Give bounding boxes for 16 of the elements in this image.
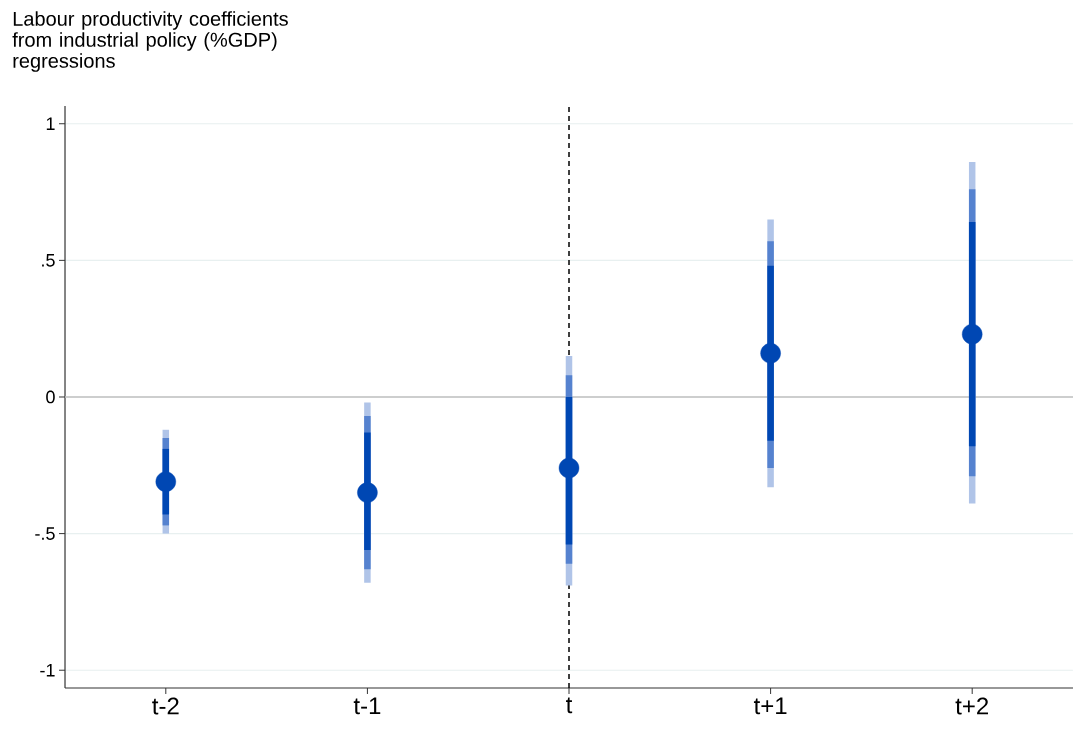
- point: [760, 343, 781, 364]
- point: [558, 457, 580, 479]
- x-tick-label: t-1: [353, 697, 381, 715]
- chart-title: Labour productivity coefficients from industrial policy (%GDP) regressions: [12, 11, 288, 72]
- y-tick-label: 0: [46, 390, 55, 404]
- y-tick-label: .5: [42, 254, 55, 267]
- x-tick-label: t: [566, 697, 573, 714]
- point: [155, 471, 177, 492]
- point: [357, 482, 378, 503]
- x-tick-label: t+2: [955, 697, 989, 715]
- y-tick-label: 1: [46, 117, 55, 130]
- x-tick-label: t-2: [152, 697, 179, 715]
- y-tick-label: -.5: [35, 527, 55, 540]
- point: [962, 323, 983, 345]
- y-tick-label: -1: [40, 664, 55, 677]
- x-tick-label: t+1: [753, 697, 787, 715]
